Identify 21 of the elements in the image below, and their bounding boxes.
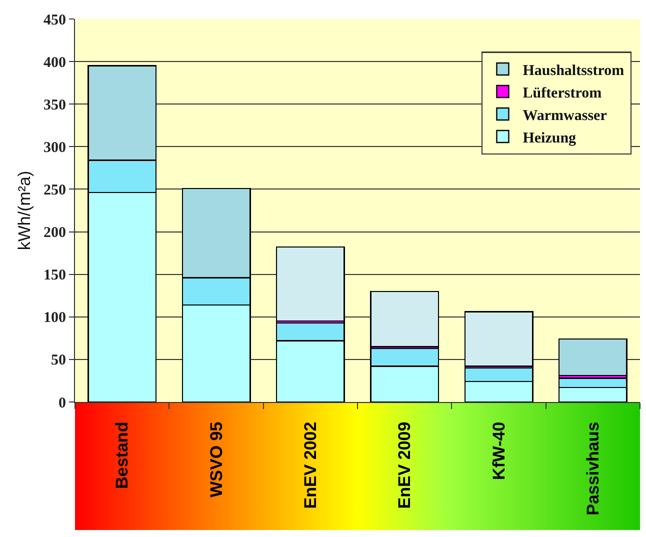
x-tick-label: KfW-40 xyxy=(489,422,508,480)
x-tick-label: Bestand xyxy=(112,422,132,489)
legend-label: Lüfterstrom xyxy=(522,85,602,102)
y-tick-label: 100 xyxy=(44,310,66,326)
legend-label: Heizung xyxy=(522,130,577,146)
y-tick-label: 350 xyxy=(44,97,66,114)
y-tick-label: 450 xyxy=(44,12,66,28)
y-tick-label: 400 xyxy=(44,54,66,71)
y-tick-label: 150 xyxy=(44,268,66,284)
y-tick-label: 250 xyxy=(44,182,66,198)
y-tick-label: 200 xyxy=(44,225,66,242)
y-axis-title: kWh/(m²a) xyxy=(15,170,34,250)
x-tick-label: Passivhaus xyxy=(583,422,602,516)
y-tick-label: 0 xyxy=(58,395,66,412)
x-tick-label: WSVO 95 xyxy=(206,422,226,498)
legend-label: Haushaltsstrom xyxy=(522,62,625,79)
y-tick-label: 300 xyxy=(44,140,66,156)
y-tick-label: 50 xyxy=(51,352,66,369)
legend-label: Warmwasser xyxy=(522,108,608,124)
x-tick-label: EnEV 2002 xyxy=(300,422,320,509)
x-tick-label: EnEV 2009 xyxy=(395,422,414,509)
